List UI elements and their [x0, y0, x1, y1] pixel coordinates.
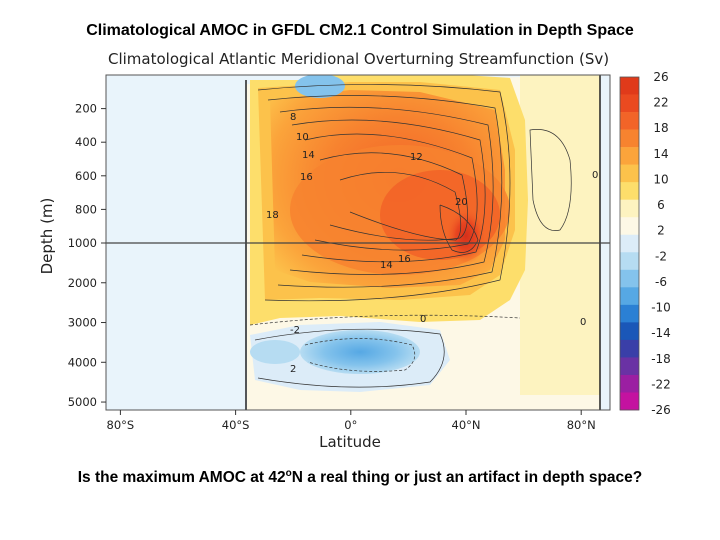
antarctic-cell-inner [300, 330, 420, 374]
nordic-seas-region [520, 75, 610, 395]
colorbar-frame [619, 76, 640, 411]
contour-label: 12 [410, 152, 423, 163]
colorbar-label: 26 [653, 70, 668, 84]
colorbar-swatch [620, 269, 639, 288]
contour-label: 10 [296, 132, 309, 143]
colorbar-swatch [620, 217, 639, 236]
colorbar-label: 10 [653, 172, 668, 186]
y-tick-label: 200 [75, 102, 97, 116]
x-axis-label: Latitude [319, 433, 381, 451]
contour-label: -2 [290, 325, 300, 336]
slide-title: Climatological AMOC in GFDL CM2.1 Contro… [86, 22, 634, 39]
contour-lines [249, 84, 572, 388]
colorbar-label: -14 [651, 326, 671, 340]
colorbar-swatch [620, 94, 639, 113]
antarctic-cell-minor [250, 340, 300, 364]
colorbar-swatch [620, 199, 639, 218]
colorbar-swatch [620, 182, 639, 200]
y-tick-label: 1000 [68, 236, 97, 250]
y-tick-label: 2000 [68, 276, 97, 290]
contour-label: 14 [302, 150, 315, 161]
x-tick-label: 40°S [222, 418, 250, 432]
x-tick-label: 0° [344, 418, 357, 432]
figure-title: Climatological Atlantic Meridional Overt… [108, 50, 609, 68]
x-tick-label: 80°S [107, 418, 135, 432]
colorbar-swatch [620, 129, 639, 148]
colorbar-label: 22 [653, 96, 668, 110]
colorbar-swatch [620, 322, 639, 341]
contour-label: 0 [592, 170, 598, 181]
colorbar-swatch [620, 357, 639, 376]
amoc-max-core [446, 208, 486, 264]
colorbar-label: 2 [657, 224, 665, 238]
colorbar-swatch [620, 339, 639, 358]
colorbar-swatch [620, 304, 639, 323]
x-axis: 80°S 40°S 0° 40°N 80°N [107, 410, 596, 432]
surface-negative-cell [295, 75, 345, 98]
colorbar-swatch [620, 374, 639, 393]
colorbar-swatch [620, 392, 639, 411]
colorbar-swatch [620, 77, 639, 95]
colorbar-swatch [620, 147, 639, 165]
contour-label: 16 [300, 172, 313, 183]
slide-caption: Is the maximum AMOC at 42oN a real thing… [77, 468, 643, 487]
y-tick-label: 5000 [68, 395, 97, 409]
x-tick-label: 80°N [567, 418, 596, 432]
colorbar-label: -18 [651, 352, 671, 366]
y-tick-label: 800 [75, 202, 97, 216]
contour-label: 18 [266, 210, 279, 221]
contour-label: 14 [380, 260, 393, 271]
colorbar-swatch [620, 112, 639, 130]
colorbar-label: -22 [651, 377, 671, 391]
colorbar-swatch [620, 287, 639, 306]
x-tick-label: 40°N [452, 418, 481, 432]
contour-label: 2 [290, 364, 296, 375]
colorbar-label: 6 [657, 198, 665, 212]
contour-label: 0 [420, 314, 426, 325]
y-axis-label: Depth (m) [38, 198, 56, 275]
colorbar-label: -6 [655, 275, 667, 289]
y-tick-label: 400 [75, 135, 97, 149]
y-tick-label: 3000 [68, 316, 97, 330]
colorbar-label: -26 [651, 403, 671, 417]
colorbar-swatch [620, 252, 639, 271]
colorbar: 26 22 18 14 10 6 2 -2 -6 -10 -14 -18 -22 -26 [619, 70, 671, 417]
y-tick-label: 4000 [68, 355, 97, 369]
colorbar-swatch [620, 234, 639, 253]
contour-label: 16 [398, 254, 411, 265]
colorbar-label: -2 [655, 249, 667, 263]
colorbar-label: 18 [653, 121, 668, 135]
colorbar-label: -10 [651, 301, 671, 315]
contour-label: 0 [580, 317, 586, 328]
contour-label: 8 [290, 112, 296, 123]
colorbar-label: 14 [653, 147, 668, 161]
y-axis: 200 400 600 800 1000 2000 3000 4000 5000 [68, 102, 106, 409]
colorbar-swatch [620, 164, 639, 183]
contour-label: 20 [455, 197, 468, 208]
y-tick-label: 600 [75, 169, 97, 183]
